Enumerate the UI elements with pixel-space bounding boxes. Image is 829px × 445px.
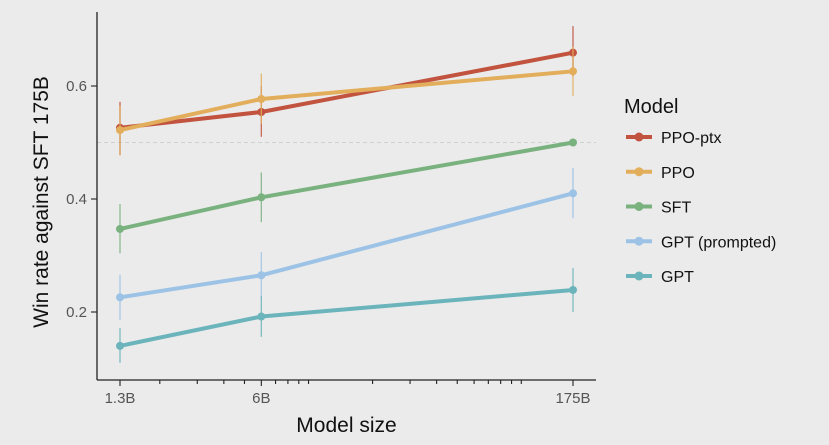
- x-tick-label: 6B: [252, 390, 270, 407]
- legend: Model PPO-ptx PPO SFT GPT (prompted) GPT: [624, 96, 776, 286]
- x-axis-title: Model size: [296, 414, 396, 437]
- legend-label: SFT: [661, 200, 691, 217]
- legend-marker: [634, 271, 644, 281]
- legend-marker: [634, 132, 644, 142]
- data-point: [257, 193, 266, 202]
- legend-title: Model: [624, 96, 678, 118]
- data-point: [569, 67, 577, 76]
- legend-item: GPT (prompted): [626, 234, 776, 251]
- legend-marker: [634, 167, 644, 177]
- legend-label: PPO-ptx: [661, 130, 721, 147]
- data-point: [257, 312, 266, 321]
- series-sft: [116, 138, 577, 254]
- x-axis-ticks: 1.3B 6B 175B: [105, 380, 591, 407]
- legend-item: GPT: [626, 269, 694, 286]
- legend-label: GPT: [661, 269, 694, 286]
- legend-label: GPT (prompted): [661, 234, 776, 251]
- data-point: [116, 126, 124, 135]
- x-tick-label: 175B: [555, 390, 590, 407]
- series-layer: [116, 26, 577, 363]
- data-point: [569, 189, 577, 198]
- data-point: [569, 285, 577, 294]
- series-gpt-prompted-: [116, 167, 577, 320]
- y-tick-label: 0.6: [66, 78, 87, 95]
- series-ppo: [116, 46, 577, 156]
- y-tick-label: 0.4: [66, 191, 87, 208]
- series-line: [118, 140, 575, 231]
- series-gpt: [116, 267, 577, 363]
- data-point: [116, 224, 124, 233]
- legend-items: PPO-ptx PPO SFT GPT (prompted) GPT: [626, 130, 776, 286]
- data-point: [257, 271, 266, 280]
- y-axis-ticks: 0.2 0.4 0.6: [66, 78, 97, 321]
- legend-item: SFT: [626, 200, 691, 217]
- data-point: [257, 94, 266, 103]
- x-tick-label: 1.3B: [105, 390, 136, 407]
- y-axis-title: Win rate against SFT 175B: [30, 76, 53, 328]
- series-line: [118, 191, 575, 300]
- legend-label: PPO: [661, 165, 695, 182]
- y-tick-label: 0.2: [66, 304, 87, 321]
- data-point: [116, 293, 124, 302]
- legend-marker: [634, 236, 644, 246]
- legend-item: PPO: [626, 165, 695, 182]
- legend-item: PPO-ptx: [626, 130, 721, 147]
- series-line: [118, 287, 575, 348]
- data-point: [116, 341, 124, 350]
- legend-marker: [634, 202, 644, 211]
- data-point: [569, 138, 577, 147]
